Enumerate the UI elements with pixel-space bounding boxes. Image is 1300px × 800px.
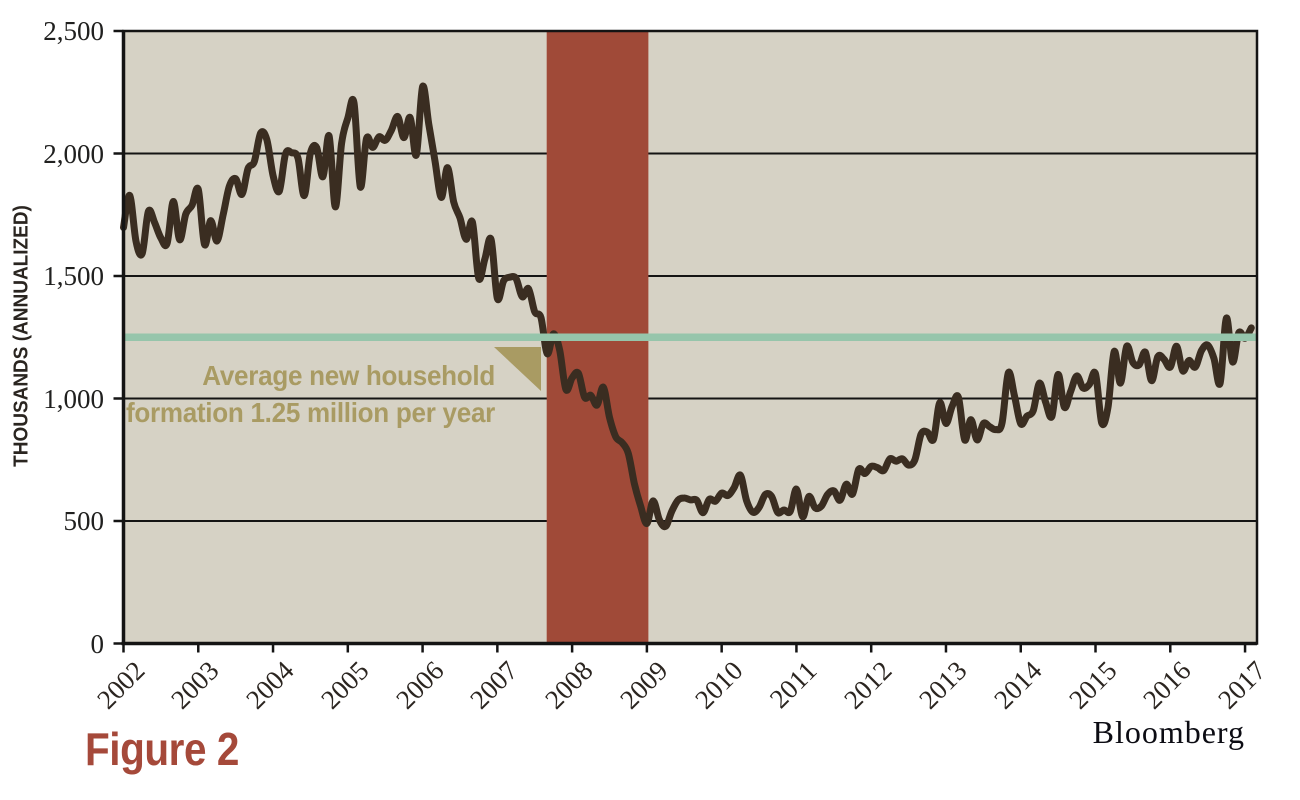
y-tick-label: 2,000	[43, 138, 104, 169]
y-axis-title: THOUSANDS (ANNUALIZED)	[10, 205, 33, 467]
y-tick-label: 1,000	[43, 383, 104, 414]
data-series-line	[120, 82, 1255, 531]
reference-line-annotation: Average new household formation 1.25 mil…	[95, 357, 495, 431]
figure-caption: Figure 2	[85, 723, 239, 775]
y-tick-label: 500	[63, 506, 105, 536]
annotation-pointer-triangle	[494, 347, 541, 391]
y-tick-label: 0	[90, 628, 105, 659]
source-credit: Bloomberg	[1092, 714, 1245, 750]
y-tick-label: 2,500	[43, 16, 104, 46]
annotation-line-1: Average new household	[202, 360, 495, 391]
y-tick-label: 1,500	[43, 261, 104, 291]
annotation-line-2: formation 1.25 million per year	[125, 397, 496, 428]
